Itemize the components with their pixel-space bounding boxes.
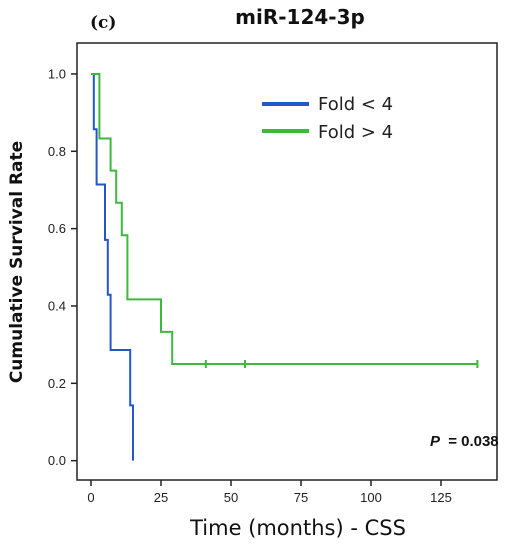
x-tick-label: 0 bbox=[87, 490, 94, 505]
y-tick-label: 0.2 bbox=[48, 376, 66, 391]
legend-label-fold-gt-4: Fold > 4 bbox=[318, 122, 393, 143]
x-axis: 0 25 50 75 100 125 bbox=[87, 480, 452, 505]
chart-title: miR-124-3p bbox=[235, 5, 365, 29]
p-value-annotation: P = 0.038 bbox=[430, 433, 499, 450]
plot-frame bbox=[76, 42, 498, 481]
x-tick-label: 100 bbox=[360, 490, 382, 505]
p-value-text: = 0.038 bbox=[448, 433, 498, 450]
y-tick-label: 0.6 bbox=[48, 221, 66, 236]
x-tick-label: 75 bbox=[294, 490, 308, 505]
y-tick-label: 0.0 bbox=[48, 453, 66, 468]
x-tick-label: 50 bbox=[224, 490, 238, 505]
y-tick-label: 1.0 bbox=[48, 66, 66, 81]
survival-curves bbox=[91, 72, 479, 461]
legend: Fold < 4 Fold > 4 bbox=[262, 94, 393, 143]
legend-label-fold-lt-4: Fold < 4 bbox=[318, 94, 393, 115]
x-tick-label: 25 bbox=[154, 490, 168, 505]
y-tick-label: 0.4 bbox=[48, 298, 66, 313]
series-1-curve bbox=[91, 72, 134, 461]
series-2-curve bbox=[91, 72, 478, 365]
panel-label: (c) bbox=[90, 13, 116, 33]
y-tick-label: 0.8 bbox=[48, 144, 66, 159]
y-axis-label: Cumulative Survival Rate bbox=[7, 141, 27, 383]
y-axis: 0.0 0.2 0.4 0.6 0.8 1.0 bbox=[48, 66, 77, 468]
x-axis-label: Time (months) - CSS bbox=[189, 516, 406, 540]
p-value-symbol: P bbox=[430, 433, 441, 450]
x-tick-label: 125 bbox=[430, 490, 452, 505]
